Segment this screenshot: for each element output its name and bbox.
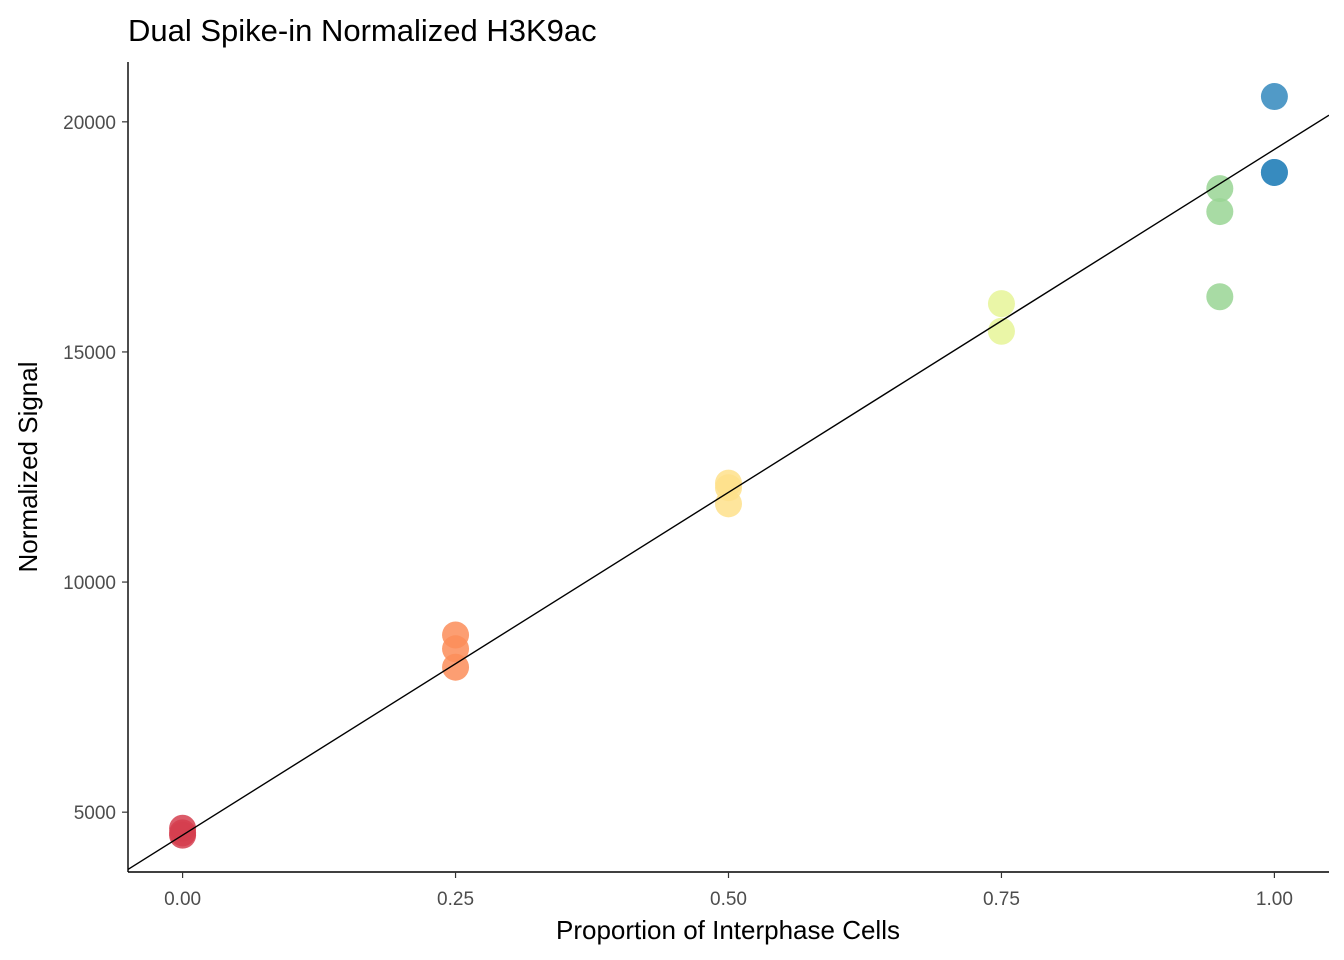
data-point — [1206, 283, 1234, 311]
x-tick-label: 0.25 — [437, 889, 474, 910]
data-point — [987, 290, 1015, 318]
x-axis-title: Proportion of Interphase Cells — [556, 915, 900, 945]
plot-area — [128, 83, 1329, 871]
x-tick-label: 0.00 — [164, 889, 201, 910]
data-point — [1206, 198, 1234, 226]
data-point — [987, 317, 1015, 345]
data-point — [1260, 158, 1288, 186]
y-tick-label: 20000 — [63, 113, 116, 134]
y-tick-label: 5000 — [74, 803, 116, 824]
chart-title: Dual Spike-in Normalized H3K9ac — [128, 13, 597, 48]
axes: 0.00 0.25 0.50 0.75 1.00 5000 10000 15000 20000 — [63, 62, 1329, 910]
y-tick-label: 10000 — [63, 573, 116, 594]
fit-line — [128, 114, 1329, 871]
y-tick-label: 15000 — [63, 343, 116, 364]
data-point — [442, 653, 470, 681]
y-axis-title: Normalized Signal — [13, 362, 43, 573]
x-tick-label: 0.75 — [983, 889, 1020, 910]
data-point — [1260, 83, 1288, 111]
x-tick-label: 1.00 — [1256, 889, 1293, 910]
x-tick-label: 0.50 — [710, 889, 747, 910]
data-point — [715, 490, 742, 518]
data-point — [1206, 175, 1234, 203]
